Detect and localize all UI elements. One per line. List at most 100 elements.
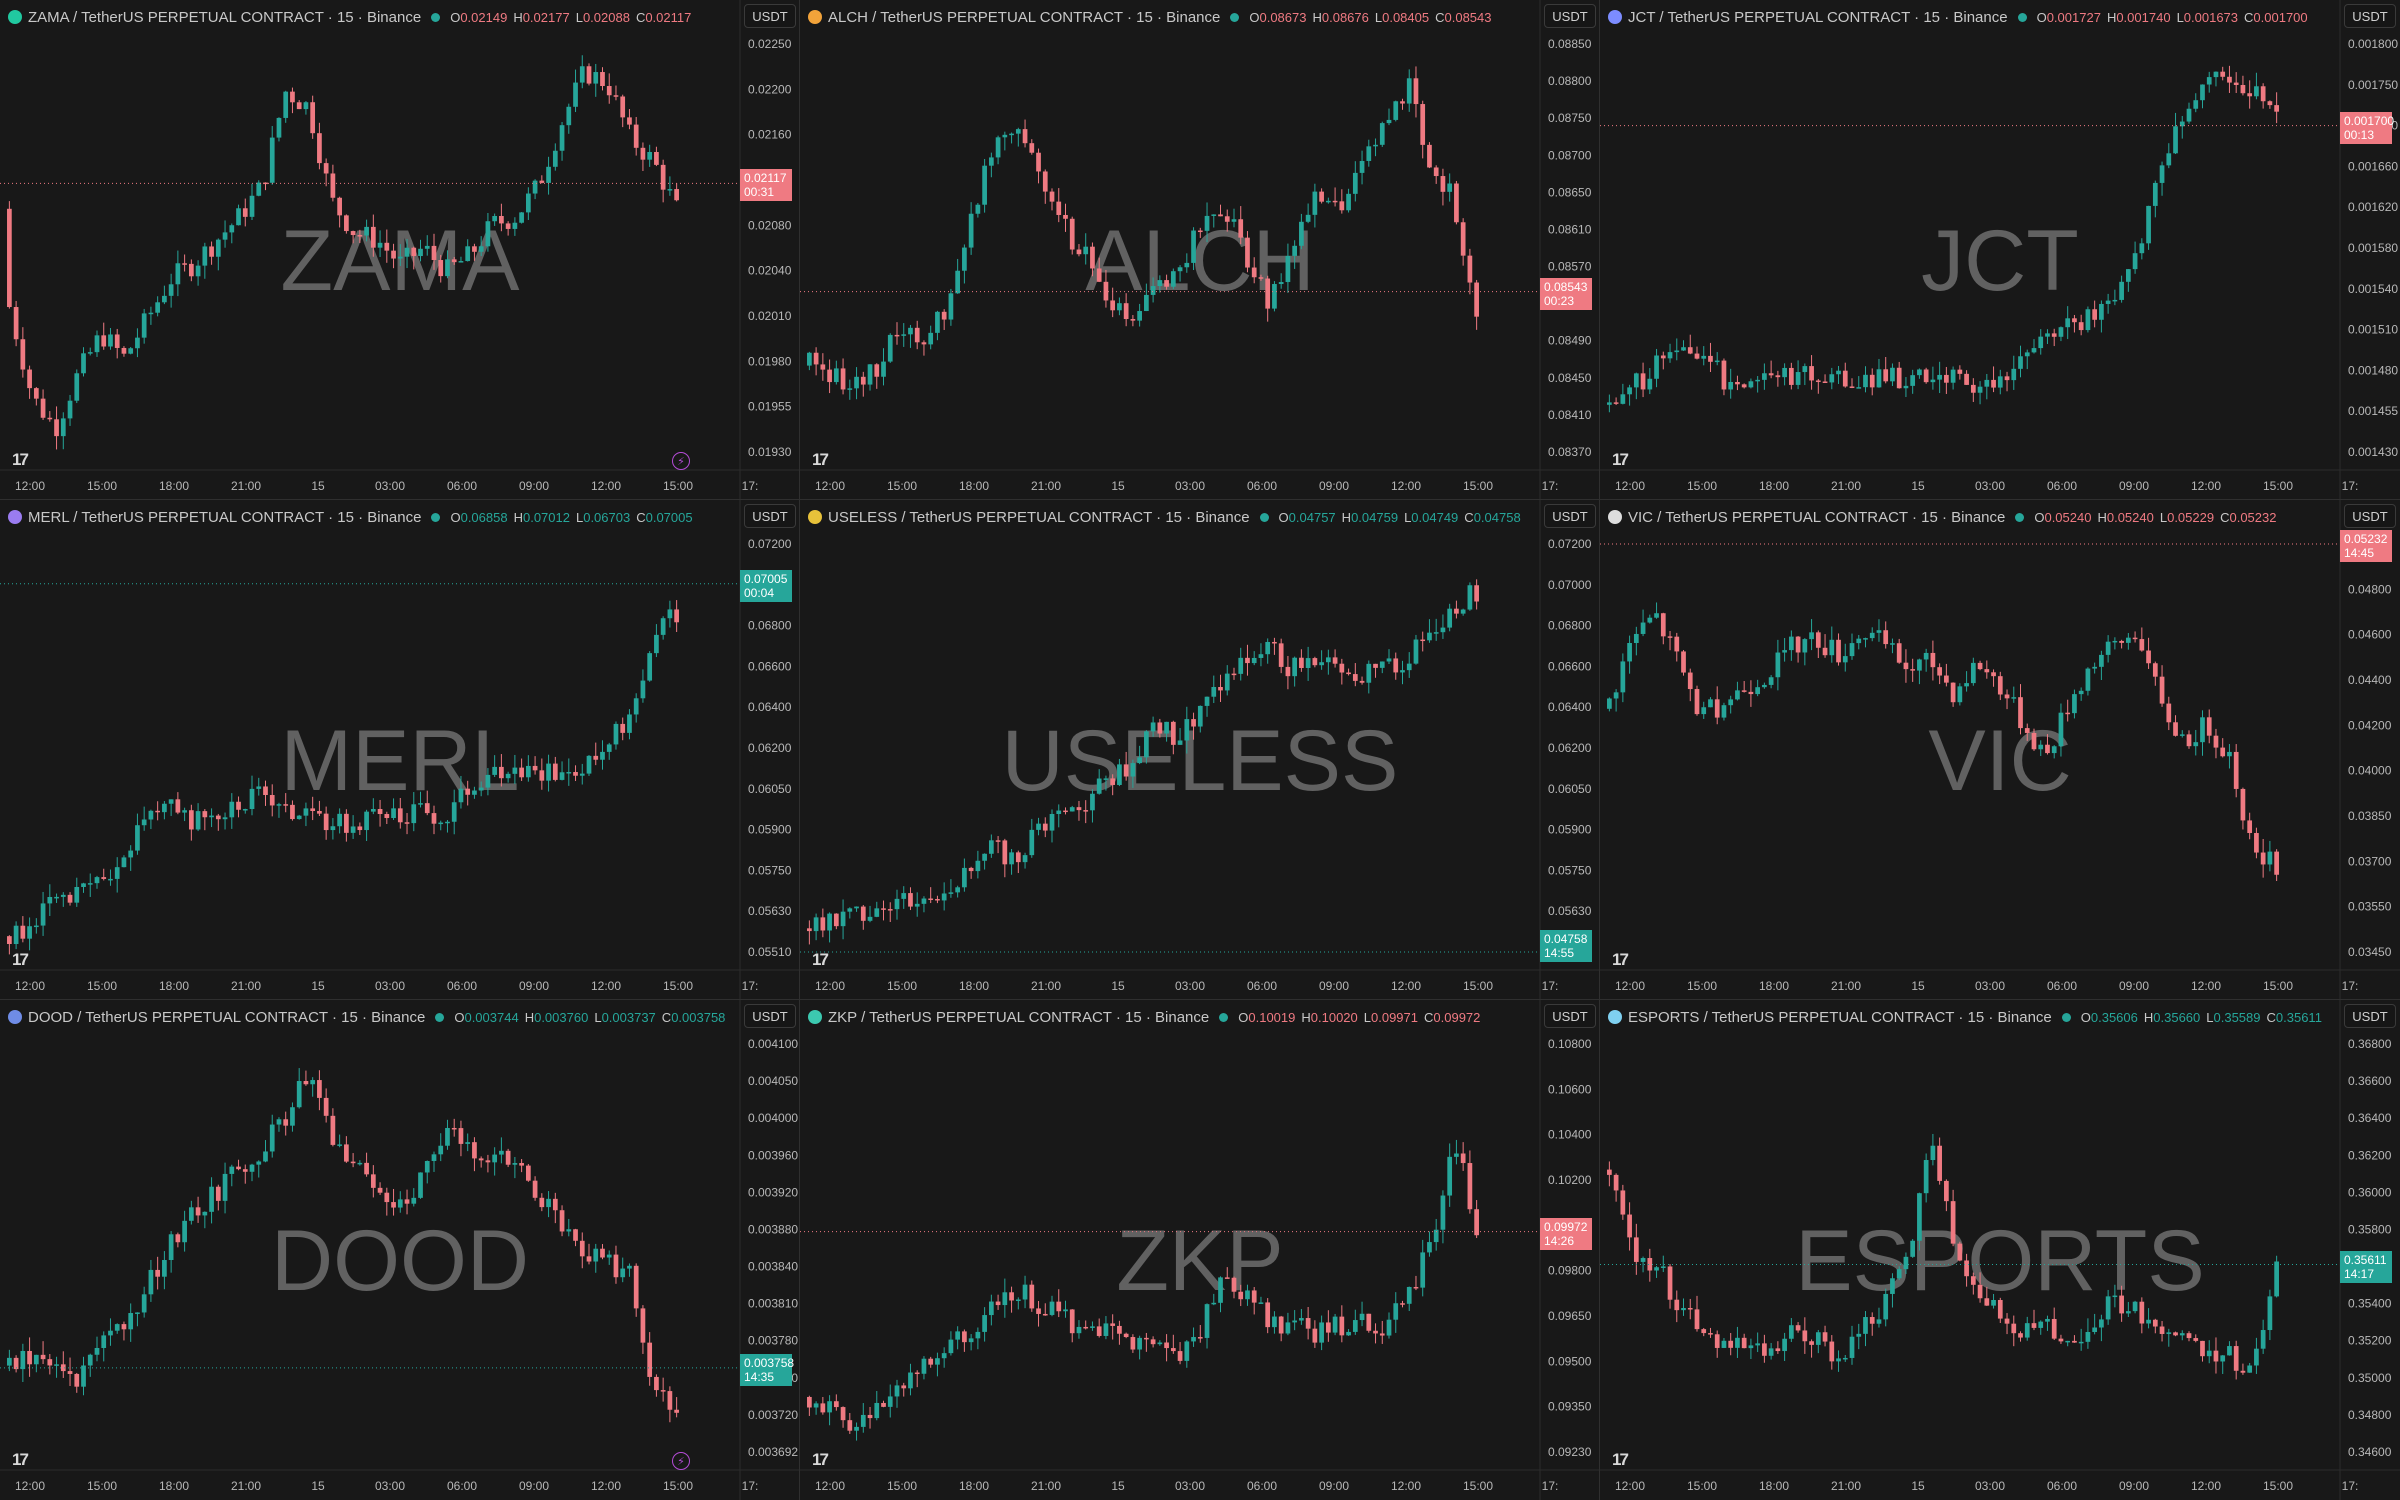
chart-title[interactable]: VIC / TetherUS PERPETUAL CONTRACT · 15 ·… xyxy=(1628,508,2006,526)
candlestick-chart[interactable]: MERL0.072000.070000.068000.066000.064000… xyxy=(0,500,800,1000)
tradingview-logo-icon[interactable]: 17 xyxy=(12,950,29,969)
candle-body xyxy=(914,327,920,343)
tradingview-logo-icon[interactable]: 17 xyxy=(1612,450,1629,469)
candle-body xyxy=(586,66,592,84)
price-tick-label: 0.08650 xyxy=(1548,185,1592,199)
chart-title[interactable]: JCT / TetherUS PERPETUAL CONTRACT · 15 ·… xyxy=(1628,8,2008,26)
candle-body xyxy=(236,208,241,226)
chart-title[interactable]: ESPORTS / TetherUS PERPETUAL CONTRACT · … xyxy=(1628,1008,2052,1026)
candle-body xyxy=(1076,807,1082,811)
candle-body xyxy=(1400,1303,1405,1305)
tradingview-logo-icon[interactable]: 17 xyxy=(812,950,829,969)
candle-body xyxy=(660,618,666,635)
candle-body xyxy=(236,801,241,810)
chart-title[interactable]: ZAMA / TetherUS PERPETUAL CONTRACT · 15 … xyxy=(28,8,422,26)
candle-body xyxy=(1460,222,1466,256)
ohlc-o: O0.04757 xyxy=(1278,509,1336,525)
candlestick-chart[interactable]: ESPORTS 0.36800 0.36600 0.36400 0.36200 0.360… xyxy=(1600,1000,2400,1500)
ohlc-l: L0.06703 xyxy=(575,509,631,525)
candle-body xyxy=(633,1265,639,1309)
candle-body xyxy=(148,312,154,315)
candle-body xyxy=(606,744,612,752)
price-tick-label: 0.05510 xyxy=(748,945,792,959)
time-tick-label: 18:00 xyxy=(959,1479,989,1493)
tradingview-logo-icon[interactable]: 17 xyxy=(812,1450,829,1469)
candle-body xyxy=(1964,373,1969,385)
time-tick-label: 09:00 xyxy=(519,979,549,993)
candle-body xyxy=(229,225,235,233)
candle-body xyxy=(1896,643,1902,663)
candle-body xyxy=(1096,778,1102,794)
tradingview-logo-icon[interactable]: 17 xyxy=(812,450,829,469)
candle-body xyxy=(1278,1316,1284,1334)
time-tick-label: 15 xyxy=(1111,479,1125,493)
chart-title[interactable]: ALCH / TetherUS PERPETUAL CONTRACT · 15 … xyxy=(828,8,1221,26)
candle-body xyxy=(465,788,471,795)
chart-title[interactable]: MERL / TetherUS PERPETUAL CONTRACT · 15 … xyxy=(28,508,422,526)
candle-body xyxy=(2112,299,2118,302)
candle-body xyxy=(539,1197,545,1208)
candle-body xyxy=(1440,1195,1446,1230)
candle-body xyxy=(317,133,322,164)
candle-body xyxy=(1708,1333,1713,1335)
candlestick-chart[interactable]: ZKP0.108000.106000.104000.102000.100000.… xyxy=(800,1000,1600,1500)
candle-body xyxy=(988,840,994,854)
candle-body xyxy=(13,307,19,340)
candle-body xyxy=(1890,643,1895,645)
candlestick-chart[interactable]: ZAMA0.022500.022000.021600.021200.020800… xyxy=(0,0,800,500)
candle-body xyxy=(40,1354,46,1360)
candlestick-chart[interactable]: JCT 0.001800 0.001750 0.001700 0.001660 0.001… xyxy=(1600,0,2400,500)
currency-button[interactable]: USDT xyxy=(1544,4,1596,28)
candle-body xyxy=(1427,632,1432,641)
lightning-icon[interactable]: ⚡ xyxy=(672,1452,690,1470)
candle-body xyxy=(47,896,53,904)
tradingview-logo-icon[interactable]: 17 xyxy=(12,450,29,469)
candlestick-chart[interactable]: USELESS0.072000.070000.068000.066000.064… xyxy=(800,500,1600,1000)
tradingview-logo-icon[interactable]: 17 xyxy=(12,1450,29,1469)
candle-body xyxy=(525,765,531,778)
last-price-badge: 0.003758 14:35 xyxy=(740,1353,794,1386)
candle-body xyxy=(1815,1332,1821,1345)
candle-body xyxy=(451,1127,457,1130)
chart-title[interactable]: ZKP / TetherUS PERPETUAL CONTRACT · 15 ·… xyxy=(828,1008,1210,1026)
candle-body xyxy=(2078,322,2084,331)
candle-body xyxy=(2092,666,2098,669)
currency-button[interactable]: USDT xyxy=(2344,4,2396,28)
price-tick-label: 0.001620 xyxy=(2348,200,2398,214)
time-tick-label: 17: xyxy=(1542,979,1559,993)
candlestick-chart[interactable]: VIC0.050000.048000.046000.044000.042000.… xyxy=(1600,500,2400,1000)
candle-body xyxy=(1842,656,1848,663)
candlestick-chart[interactable]: DOOD 0.004100 0.004050 0.004000 0.003960 0.00… xyxy=(0,1000,800,1500)
diamond-icon xyxy=(8,10,22,24)
chart-title[interactable]: USELESS / TetherUS PERPETUAL CONTRACT · … xyxy=(828,508,1250,526)
candle-body xyxy=(81,353,86,374)
candle-body xyxy=(827,1401,832,1413)
candle-body xyxy=(168,1234,174,1261)
candle-body xyxy=(1197,705,1203,727)
candle-body xyxy=(1883,369,1889,382)
candle-body xyxy=(121,347,127,354)
chart-title[interactable]: DOOD / TetherUS PERPETUAL CONTRACT · 15 … xyxy=(28,1008,426,1026)
currency-button[interactable]: USDT xyxy=(1544,1004,1596,1028)
candle-body xyxy=(2179,121,2185,127)
currency-button[interactable]: USDT xyxy=(744,1004,796,1028)
currency-button[interactable]: USDT xyxy=(744,4,796,28)
price-tick-label: 0.07200 xyxy=(748,537,792,551)
currency-button[interactable]: USDT xyxy=(2344,1004,2396,1028)
time-tick-label: 15:00 xyxy=(1463,1479,1493,1493)
candle-body xyxy=(317,810,322,814)
candle-body xyxy=(948,892,954,894)
lightning-icon[interactable]: ⚡ xyxy=(672,452,690,470)
currency-button[interactable]: USDT xyxy=(2344,504,2396,528)
candle-body xyxy=(1633,1237,1639,1262)
candle-body xyxy=(1319,1322,1324,1343)
candlestick-chart[interactable]: ALCH 0.08850 0.08800 0.08750 0.08700 0.08650 0… xyxy=(800,0,1600,500)
tradingview-logo-icon[interactable]: 17 xyxy=(1612,1450,1629,1469)
candle-body xyxy=(175,263,181,285)
price-tick-label: 0.03850 xyxy=(2348,809,2392,823)
currency-button[interactable]: USDT xyxy=(744,504,796,528)
tradingview-logo-icon[interactable]: 17 xyxy=(1612,950,1629,969)
time-tick-label: 18:00 xyxy=(1759,479,1789,493)
currency-button[interactable]: USDT xyxy=(1544,504,1596,528)
candle-body xyxy=(1896,367,1902,389)
